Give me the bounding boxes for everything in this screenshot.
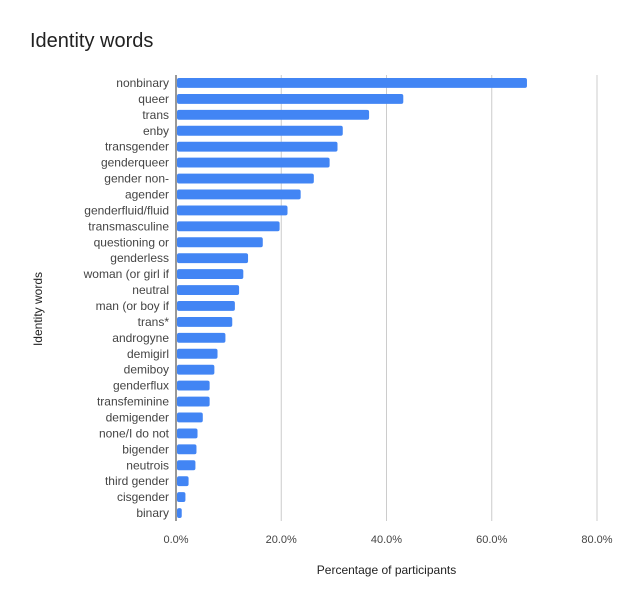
category-label: questioning or: [94, 235, 169, 249]
bar: [177, 157, 330, 168]
bar: [177, 460, 196, 471]
x-tick-label: 20.0%: [266, 534, 297, 546]
category-label: genderless: [110, 251, 169, 265]
y-axis-label: Identity words: [31, 271, 45, 347]
bar: [177, 141, 338, 152]
category-label: man (or boy if: [96, 299, 170, 313]
category-label: transfeminine: [97, 395, 169, 409]
category-label: woman (or girl if: [83, 267, 170, 281]
category-label: neutrois: [126, 458, 169, 472]
category-label: binary: [136, 506, 169, 520]
bar: [177, 332, 226, 343]
category-label: demigender: [106, 410, 169, 424]
bar: [177, 253, 249, 264]
category-label: androgyne: [112, 331, 169, 345]
bar: [177, 109, 370, 120]
bar: [177, 428, 198, 439]
chart-title: Identity words: [30, 30, 154, 52]
category-label: cisgender: [117, 490, 169, 504]
bar: [177, 269, 244, 280]
bar: [177, 237, 263, 248]
category-label: genderqueer: [101, 156, 169, 170]
bar: [177, 78, 527, 88]
bar: [177, 173, 314, 184]
category-label: genderfluid/fluid: [84, 203, 169, 217]
bar: [177, 364, 215, 375]
grid-layer: [175, 75, 598, 521]
category-label-layer: nonbinary queer trans enby transgender gender…: [83, 76, 170, 520]
x-tick-label: 40.0%: [371, 534, 402, 546]
category-label: gender non-: [104, 172, 169, 186]
category-label: queer: [138, 92, 169, 106]
bar: [177, 348, 218, 359]
category-label: none/I do not: [99, 426, 170, 440]
bar: [177, 316, 233, 327]
bar: [177, 301, 235, 311]
x-tick-label: 0.0%: [163, 534, 188, 546]
x-tick-label: 60.0%: [476, 534, 507, 546]
bar: [177, 492, 186, 503]
category-label: nonbinary: [116, 76, 169, 90]
category-label: neutral: [132, 283, 169, 297]
bar: [177, 125, 343, 136]
bar: [177, 221, 280, 232]
x-tick-label: 80.0%: [581, 534, 612, 546]
x-axis-label: Percentage of participants: [316, 563, 457, 577]
bar: [177, 189, 301, 200]
category-label: genderflux: [113, 379, 169, 393]
category-label: transmasculine: [88, 219, 169, 233]
x-tick-layer: 0.0% 20.0% 40.0% 60.0% 80.0%: [163, 534, 612, 546]
bar: [177, 508, 182, 518]
bar: [177, 412, 203, 423]
category-label: transgender: [105, 140, 169, 154]
category-label: trans*: [138, 315, 170, 329]
bar: [177, 93, 404, 104]
bar: [177, 285, 240, 295]
category-label: agender: [125, 187, 169, 201]
bar: [177, 380, 210, 391]
bar: [177, 444, 197, 455]
category-label: demiboy: [124, 363, 169, 377]
bar-layer: [177, 78, 527, 518]
bar: [177, 205, 288, 216]
category-label: bigender: [122, 442, 169, 456]
category-label: demigirl: [127, 347, 169, 361]
category-label: third gender: [105, 474, 169, 488]
category-label: trans: [142, 108, 169, 122]
bar: [177, 396, 210, 407]
category-label: enby: [143, 124, 169, 138]
bar: [177, 476, 189, 487]
